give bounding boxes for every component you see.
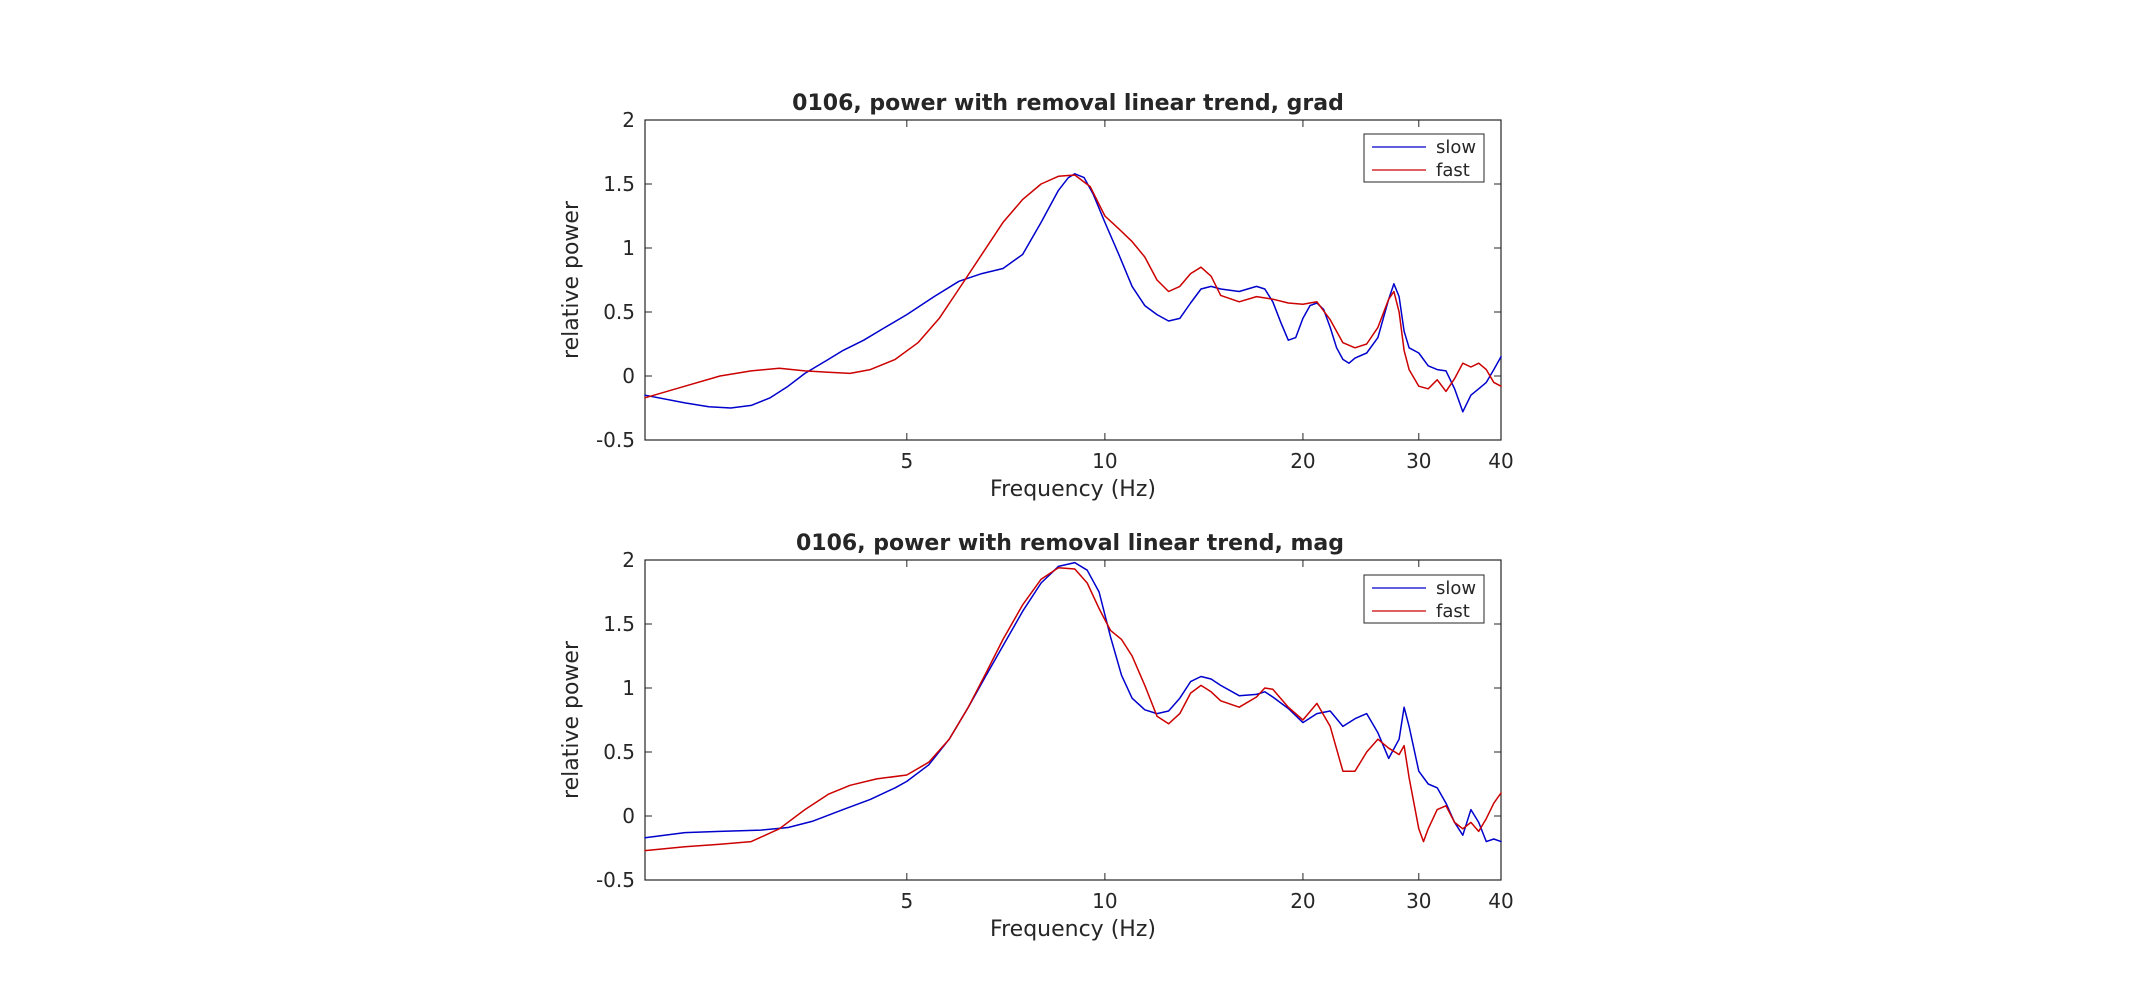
x-tick-label: 30 bbox=[1406, 889, 1431, 913]
legend-box bbox=[1363, 574, 1485, 624]
y-tick-label: 2 bbox=[622, 108, 635, 132]
legend-label-slow: slow bbox=[1436, 578, 1476, 599]
series-line-fast bbox=[644, 566, 1502, 852]
chart-mag: 0106, power with removal linear trend, m… bbox=[559, 531, 1514, 942]
x-tick-label: 10 bbox=[1092, 889, 1117, 913]
x-tick-label: 10 bbox=[1092, 449, 1117, 473]
y-tick-label: -0.5 bbox=[596, 428, 635, 452]
y-tick-label: -0.5 bbox=[596, 868, 635, 892]
chart-title: 0106, power with removal linear trend, m… bbox=[796, 531, 1344, 556]
x-axis-label: Frequency (Hz) bbox=[990, 917, 1156, 942]
x-tick-label: 20 bbox=[1290, 889, 1315, 913]
x-tick-label: 20 bbox=[1290, 449, 1315, 473]
y-tick-label: 0.5 bbox=[603, 740, 635, 764]
y-axis-label: relative power bbox=[559, 200, 584, 359]
axis-ticks: 5 10 20 30 40 -0.5 0 0.5 1 1.5 2 bbox=[596, 108, 1514, 473]
y-tick-label: 1 bbox=[622, 236, 635, 260]
x-tick-label: 30 bbox=[1406, 449, 1431, 473]
series-lines bbox=[644, 561, 1502, 852]
chart-grad: 0106, power with removal linear trend, g… bbox=[559, 91, 1514, 502]
axis-ticks: 5 10 20 30 40 -0.5 0 0.5 1 1.5 2 bbox=[596, 548, 1514, 913]
x-tick-label: 5 bbox=[900, 449, 913, 473]
y-tick-label: 0 bbox=[622, 364, 635, 388]
x-tick-label: 40 bbox=[1488, 889, 1513, 913]
legend: slow fast bbox=[1363, 574, 1485, 624]
legend-label-slow: slow bbox=[1436, 137, 1476, 158]
legend: slow fast bbox=[1363, 133, 1485, 183]
legend-label-fast: fast bbox=[1436, 601, 1470, 622]
y-tick-label: 1.5 bbox=[603, 612, 635, 636]
y-tick-label: 1 bbox=[622, 676, 635, 700]
series-lines bbox=[644, 173, 1502, 413]
series-line-fast bbox=[644, 174, 1502, 399]
chart-title: 0106, power with removal linear trend, g… bbox=[792, 91, 1344, 116]
y-tick-label: 0.5 bbox=[603, 300, 635, 324]
x-axis-label: Frequency (Hz) bbox=[990, 477, 1156, 502]
y-tick-label: 1.5 bbox=[603, 172, 635, 196]
series-line-slow bbox=[644, 561, 1502, 843]
plot-area bbox=[644, 559, 1502, 881]
series-line-slow bbox=[644, 173, 1502, 413]
legend-label-fast: fast bbox=[1436, 160, 1470, 181]
x-tick-label: 5 bbox=[900, 889, 913, 913]
legend-box bbox=[1363, 133, 1485, 183]
x-tick-label: 40 bbox=[1488, 449, 1513, 473]
y-tick-label: 0 bbox=[622, 804, 635, 828]
y-tick-label: 2 bbox=[622, 548, 635, 572]
y-axis-label: relative power bbox=[559, 640, 584, 799]
